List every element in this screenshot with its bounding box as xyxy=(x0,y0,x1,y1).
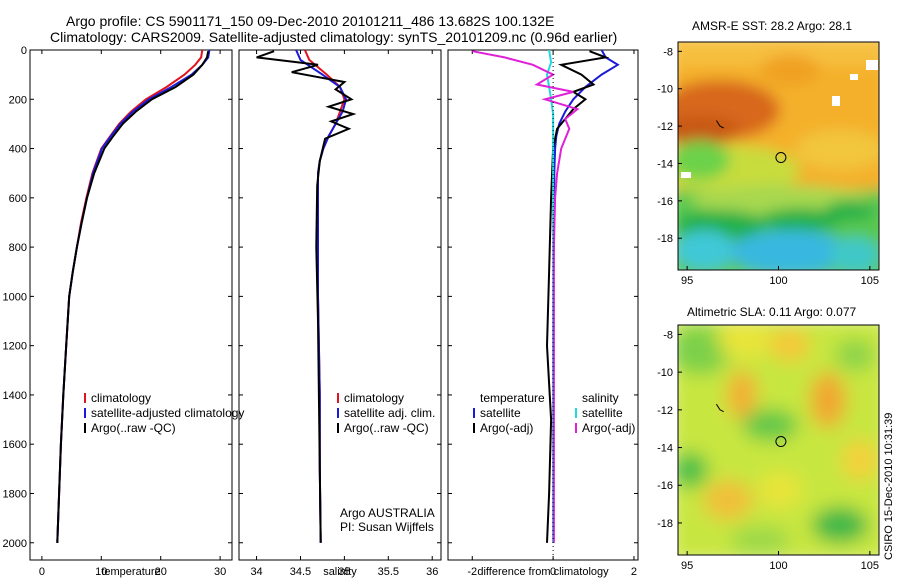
depth-tick-label: 1400 xyxy=(3,390,27,402)
depth-tick-label: 800 xyxy=(9,242,27,254)
sst-map-y-tick-label: -12 xyxy=(657,121,673,133)
sst-map-float-marker xyxy=(775,152,787,164)
difference-salinity-legend-label: satellite xyxy=(582,406,623,420)
sst-map-title: AMSR-E SST: 28.2 Argo: 28.1 xyxy=(692,19,853,33)
figure-title-line2: Climatology: CARS2009. Satellite-adjuste… xyxy=(50,29,618,45)
sla-map-y-tick-label: -8 xyxy=(663,329,673,341)
salinity-x-tick-label: 36 xyxy=(426,566,438,578)
pi-annotation-line1: Argo AUSTRALIA xyxy=(340,506,435,520)
temperature-x-tick-label: 30 xyxy=(214,566,226,578)
temperature-legend-label: satellite-adjusted climatology xyxy=(91,406,244,420)
difference-x-tick-label: 2 xyxy=(631,566,637,578)
depth-tick-label: 2000 xyxy=(3,538,27,550)
sla-map-x-tick-label: 100 xyxy=(769,560,787,572)
difference-series-line xyxy=(552,50,620,543)
sst-map-float-track xyxy=(715,120,724,129)
difference-salinity-legend-label: Argo(-adj) xyxy=(582,421,635,435)
temperature-series-line xyxy=(56,51,210,543)
temperature-legend-label: climatology xyxy=(91,391,151,405)
salinity-series-group xyxy=(256,50,357,543)
difference-temperature-legend-label: temperature xyxy=(480,391,545,405)
sst-map-x-tick-label: 105 xyxy=(861,275,879,287)
depth-tick-label: 600 xyxy=(9,193,27,205)
sla-map-field xyxy=(678,325,879,555)
temperature-series-line xyxy=(56,50,204,543)
sla-map-float-marker xyxy=(775,436,787,448)
sst-map-y-tick-label: -10 xyxy=(657,84,673,96)
temperature-panel-frame xyxy=(29,49,233,561)
salinity-series-line xyxy=(256,50,357,543)
sla-map-y-tick-label: -14 xyxy=(657,443,673,455)
sst-map-y-tick-label: -14 xyxy=(657,158,673,170)
pi-annotation-line2: PI: Susan Wijffels xyxy=(340,520,434,534)
sst-map-x-tick-label: 100 xyxy=(769,275,787,287)
salinity-legend-label: satellite adj. clim. xyxy=(344,406,435,420)
depth-tick-label: 1600 xyxy=(3,439,27,451)
figure-title-line1: Argo profile: CS 5901171_150 09-Dec-2010… xyxy=(66,13,555,29)
difference-series-line xyxy=(472,50,580,543)
difference-series-group xyxy=(472,50,620,543)
salinity-x-axis-label: salinity xyxy=(323,566,357,578)
depth-tick-label: 1000 xyxy=(3,291,27,303)
depth-tick-label: 1800 xyxy=(3,488,27,500)
salinity-x-tick-label: 35.5 xyxy=(378,566,399,578)
temperature-x-tick-label: 10 xyxy=(95,566,107,578)
temperature-x-tick-label: 20 xyxy=(155,566,167,578)
salinity-x-tick-label: 35 xyxy=(338,566,350,578)
temperature-x-axis-label: temperature xyxy=(101,566,160,578)
temperature-series-group xyxy=(56,50,211,543)
sla-map-y-tick-label: -12 xyxy=(657,405,673,417)
sst-map-y-tick-label: -16 xyxy=(657,196,673,208)
sla-map-y-tick-label: -16 xyxy=(657,480,673,492)
salinity-x-tick-label: 34.5 xyxy=(290,566,311,578)
difference-x-axis-label: difference from climatology xyxy=(477,566,609,578)
salinity-panel-frame xyxy=(238,49,442,561)
depth-tick-label: 200 xyxy=(9,94,27,106)
sst-map-y-tick-label: -8 xyxy=(663,46,673,58)
sla-map-x-tick-label: 95 xyxy=(681,560,693,572)
temperature-series-line xyxy=(56,50,211,543)
difference-panel-frame xyxy=(447,49,639,561)
sst-map-x-tick-label: 95 xyxy=(681,275,693,287)
difference-temperature-legend-label: satellite xyxy=(480,406,521,420)
temperature-x-tick-label: 0 xyxy=(39,566,45,578)
sla-map-y-tick-label: -18 xyxy=(657,518,673,530)
sst-map-y-tick-label: -18 xyxy=(657,233,673,245)
sst-map-field xyxy=(678,42,879,270)
salinity-legend-label: climatology xyxy=(344,391,404,405)
depth-tick-label: 0 xyxy=(21,45,27,57)
depth-tick-label: 400 xyxy=(9,144,27,156)
difference-series-line xyxy=(545,50,610,543)
difference-temperature-legend-label: Argo(-adj) xyxy=(480,421,533,435)
temperature-legend-label: Argo(..raw -QC) xyxy=(91,421,176,435)
sla-map-title: Altimetric SLA: 0.11 Argo: 0.077 xyxy=(687,305,857,319)
depth-tick-label: 1200 xyxy=(3,341,27,353)
difference-salinity-legend-label: salinity xyxy=(582,391,619,405)
difference-x-tick-label: 0 xyxy=(550,566,556,578)
sla-map-y-tick-label: -10 xyxy=(657,367,673,379)
salinity-legend-label: Argo(..raw -QC) xyxy=(344,421,429,435)
difference-x-tick-label: -2 xyxy=(467,566,477,578)
sla-map-float-track xyxy=(715,403,724,413)
salinity-x-tick-label: 34 xyxy=(250,566,262,578)
sla-map-x-tick-label: 105 xyxy=(861,560,879,572)
